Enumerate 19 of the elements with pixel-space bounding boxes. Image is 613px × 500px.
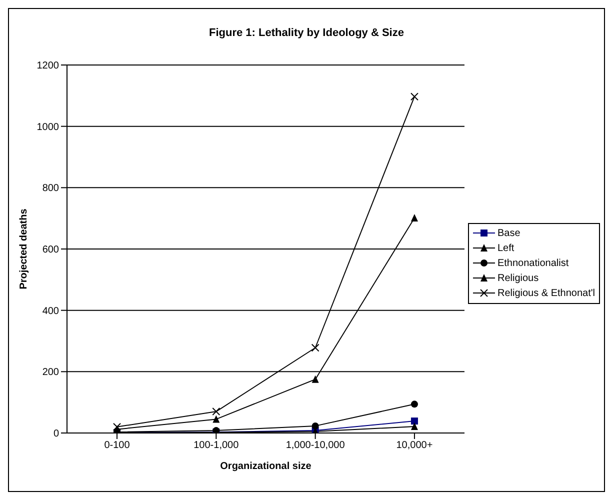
y-tick-label: 200: [42, 367, 60, 378]
x-tick-label: 0-100: [104, 440, 130, 452]
legend-label: Left: [497, 242, 514, 256]
chart-title: Figure 1: Lethality by Ideology & Size: [208, 27, 405, 41]
x-tick-label: 100-1,000: [194, 440, 240, 452]
legend-label: Base: [497, 226, 520, 240]
y-tick-label: 1200: [36, 60, 60, 72]
legend-label: Religious & Ethnonat'l: [497, 286, 595, 300]
x-tick-label: 10,000+: [396, 440, 433, 452]
y-tick-label: 400: [42, 306, 60, 317]
y-tick-label: 0: [53, 428, 60, 440]
y-tick-label: 600: [42, 244, 60, 256]
y-tick-label: 1000: [36, 122, 60, 133]
legend-label: Ethnonationalist: [497, 256, 569, 270]
x-axis-title: Organizational size: [220, 461, 312, 472]
y-axis-title: Projected deaths: [18, 208, 30, 290]
x-tick-label: 1,000-10,000: [286, 440, 346, 452]
legend-label: Religious: [497, 272, 539, 286]
y-tick-label: 800: [42, 183, 60, 194]
